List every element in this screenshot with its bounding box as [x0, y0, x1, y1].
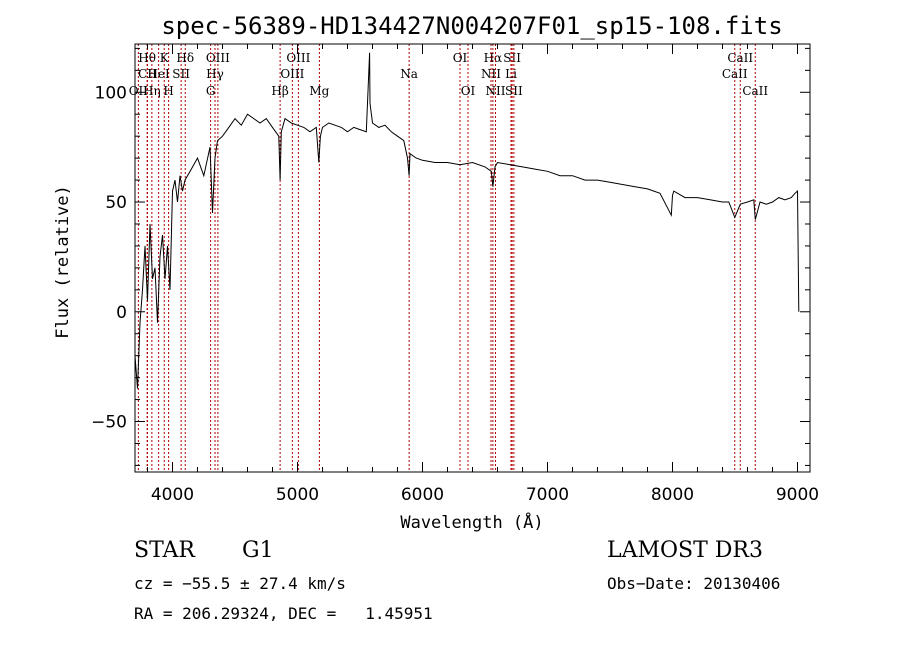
line-label-18: OI [461, 84, 476, 98]
object-subclass: G1 [242, 538, 274, 563]
x-tick-label-2: 6000 [401, 485, 444, 505]
survey-name: LAMOST DR3 [607, 538, 763, 563]
spectrum-line [134, 52, 800, 389]
plot-frame [134, 43, 811, 473]
line-label-25: CaII [727, 51, 753, 65]
line-label-19: Hα [484, 51, 503, 65]
line-label-2: OII [129, 84, 149, 98]
line-label-4: K [160, 51, 170, 65]
x-tick-label-3: 7000 [526, 485, 569, 505]
line-label-8: SII [172, 67, 190, 81]
x-tick-label-0: 4000 [151, 485, 194, 505]
line-label-15: Mg [309, 84, 329, 98]
line-label-20: NII [481, 67, 501, 81]
x-tick-label-5: 9000 [776, 485, 819, 505]
y-tick-label-3: 100 [95, 83, 127, 103]
line-label-26: CaII [722, 67, 748, 81]
x-tick-label-1: 5000 [276, 485, 319, 505]
spectral-line-markers: HθCIIOIIHηKHeIHHδSIIOIIIHγGOIIIOIIIHβMgN… [129, 44, 768, 472]
object-class: STAR [134, 538, 195, 563]
axis-ticks: 4000 5000 6000 7000 8000 9000 −50 0 50 100 [91, 44, 819, 505]
chart-title: spec-56389-HD134427N004207F01_sp15-108.f… [161, 12, 782, 40]
line-label-17: OI [453, 51, 468, 65]
y-axis-label: Flux (relative) [53, 185, 73, 339]
x-axis-label: Wavelength (Å) [400, 511, 543, 533]
y-tick-label-2: 50 [105, 193, 127, 213]
line-label-21: NII [486, 84, 506, 98]
line-label-23: Li [505, 67, 517, 81]
line-label-14: Hβ [271, 84, 288, 98]
line-label-5: HeI [147, 67, 170, 81]
x-tick-label-4: 8000 [651, 485, 694, 505]
line-label-12: OIII [286, 51, 310, 65]
line-label-11: G [206, 84, 216, 98]
line-label-3: Hη [143, 84, 161, 98]
line-label-16: Na [400, 67, 418, 81]
line-label-10: Hγ [206, 67, 224, 81]
line-label-27: CaII [742, 84, 768, 98]
y-tick-label-0: −50 [91, 413, 127, 433]
line-label-9: OIII [206, 51, 230, 65]
redshift-readout: cz = −55.5 ± 27.4 km/s [134, 574, 346, 593]
line-label-7: Hδ [176, 51, 194, 65]
line-label-24: SII [505, 84, 523, 98]
observation-date: Obs−Date: 20130406 [607, 574, 781, 593]
line-label-13: OIII [280, 67, 304, 81]
line-label-22: SII [503, 51, 521, 65]
y-tick-label-1: 0 [116, 303, 127, 323]
ra-dec-readout: RA = 206.29324, DEC = 1.45951 [134, 604, 433, 623]
line-label-6: H [163, 84, 173, 98]
spectrum-series [134, 52, 800, 389]
